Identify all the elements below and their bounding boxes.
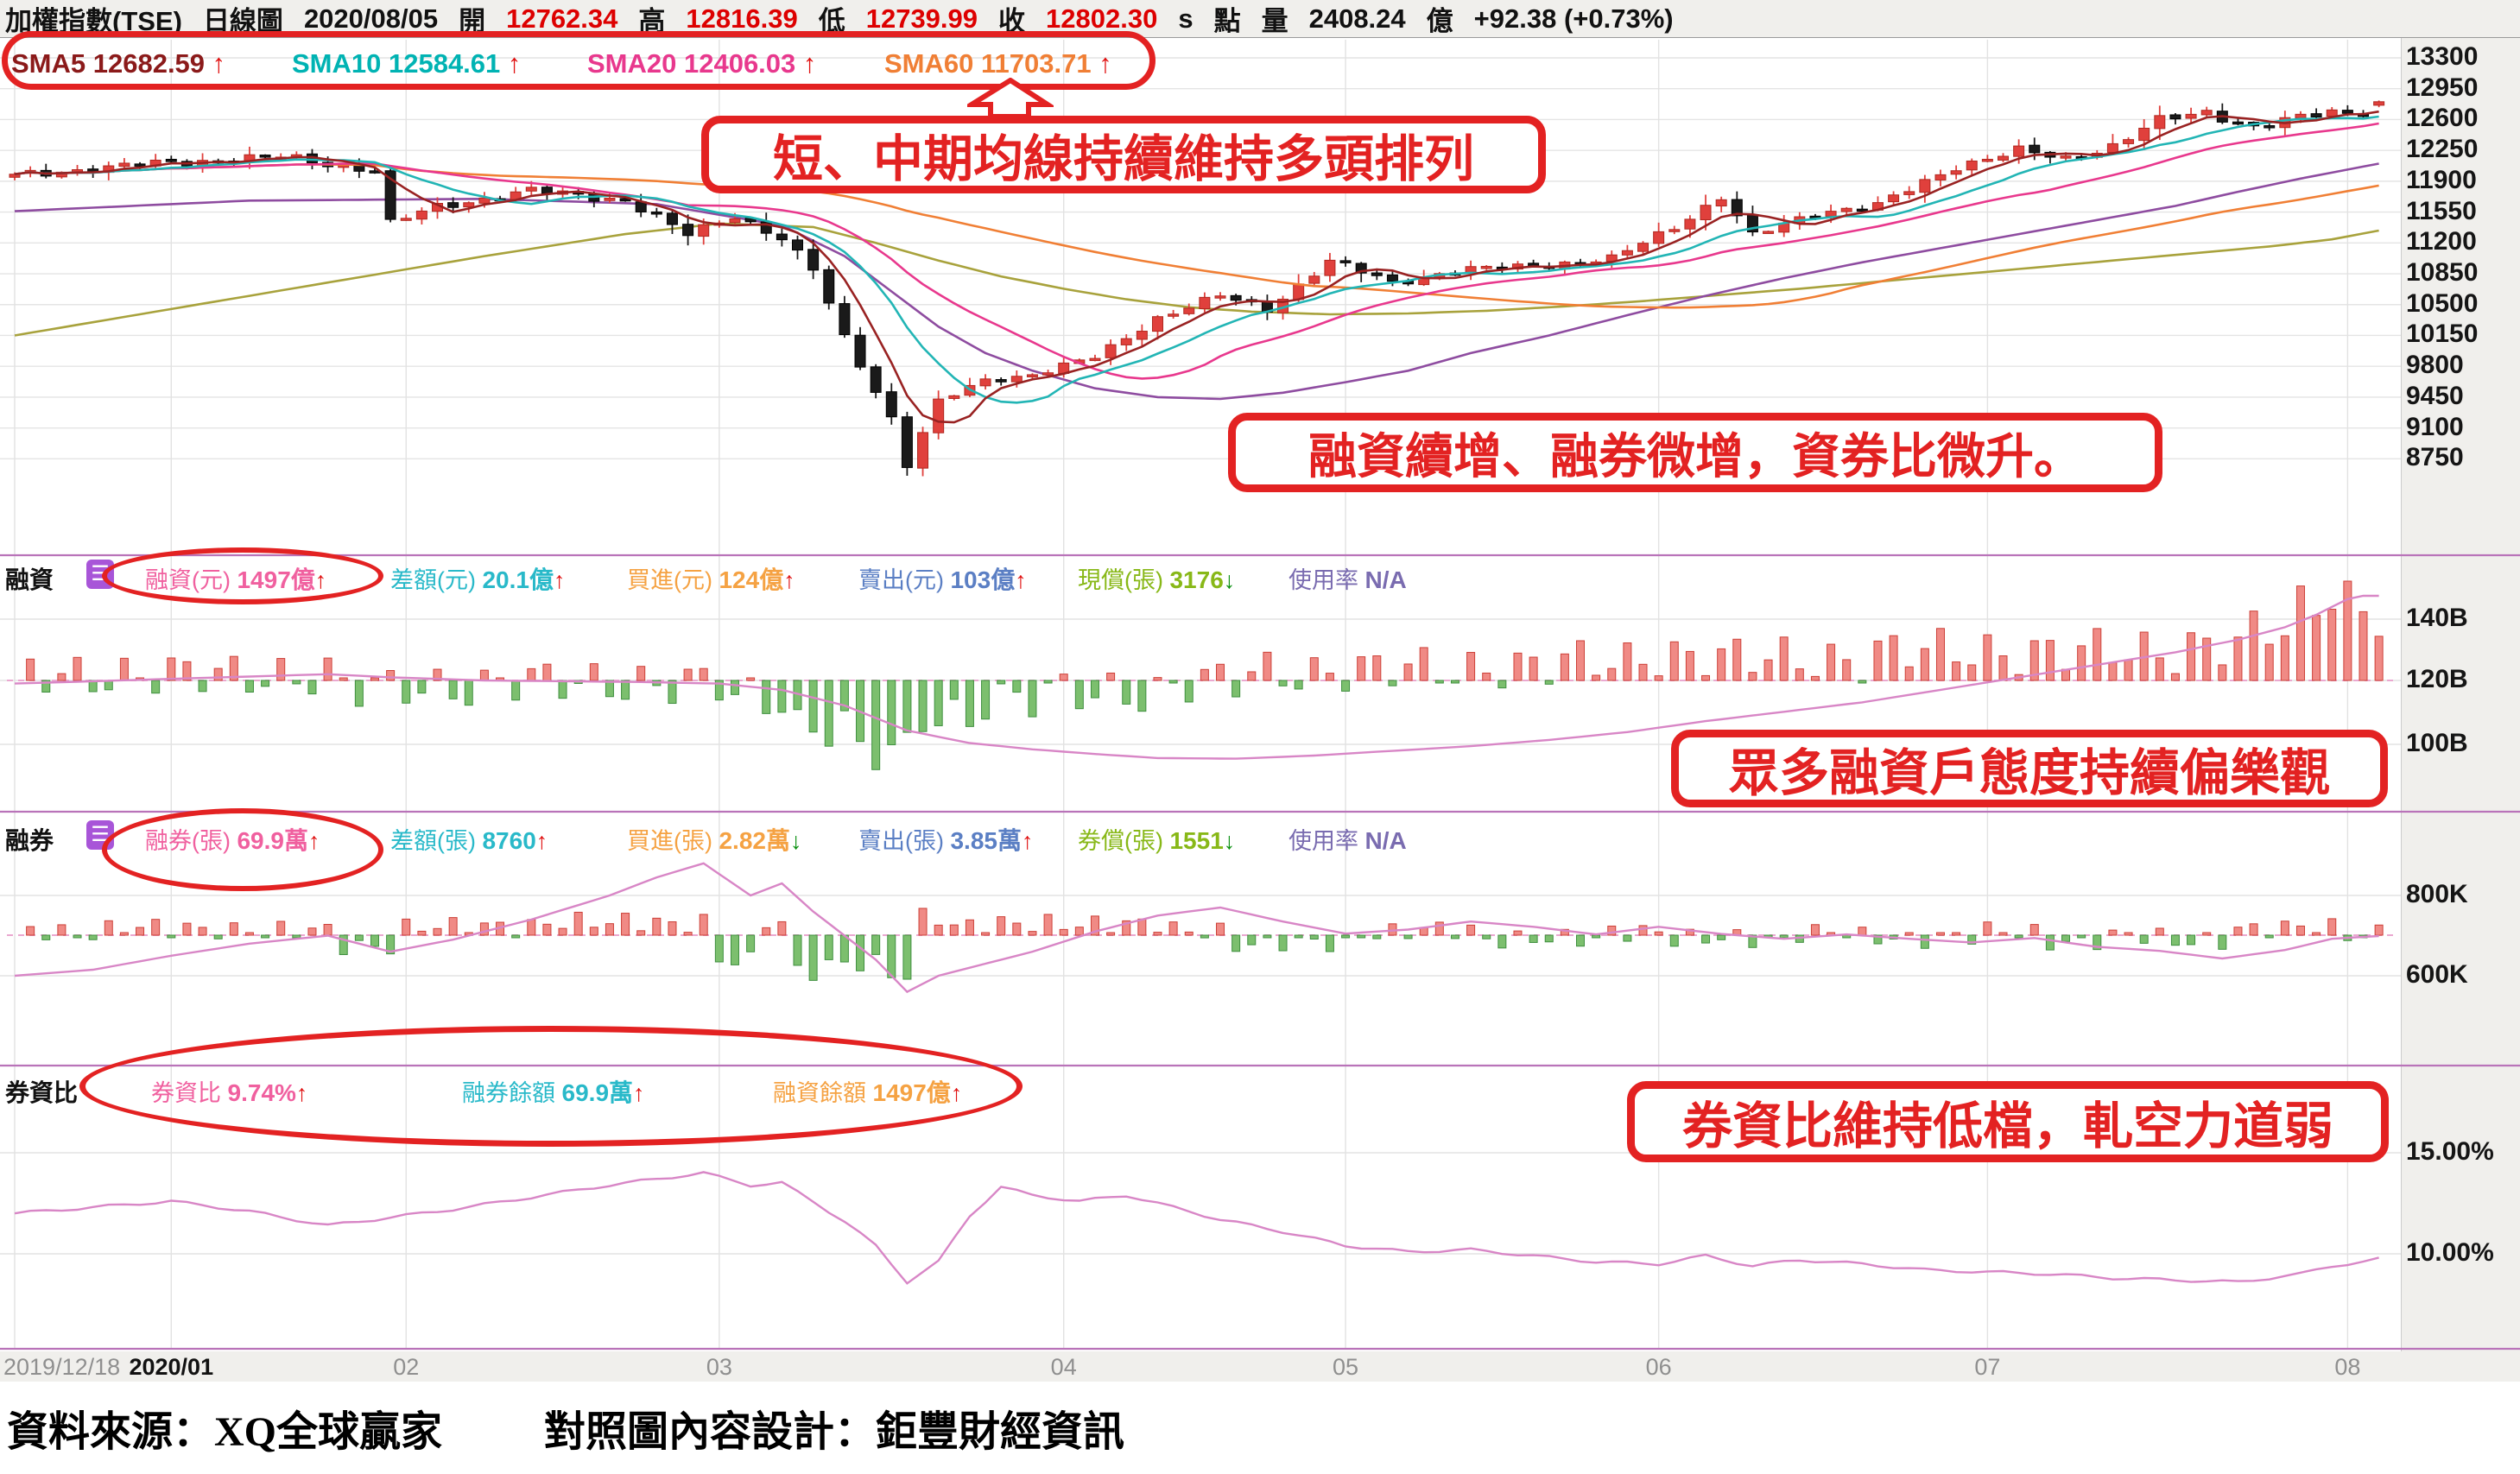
time-axis-label: 2019/12/18 xyxy=(3,1354,121,1380)
time-axis-label: 02 xyxy=(393,1354,420,1380)
point-label: 點 xyxy=(1213,6,1241,36)
margin-legend-item: 買進(元) 124億↑ xyxy=(627,566,795,593)
margin-legend-item: 差額(元) 20.1億↑ xyxy=(390,566,566,593)
price-axis-label: 10850 xyxy=(2406,258,2479,288)
price-axis-label: 9450 xyxy=(2406,381,2464,410)
change-value: +92.38 (+0.73%) xyxy=(1473,3,1674,34)
ratio-legend-item: 融資餘額 1497億↑ xyxy=(773,1079,963,1106)
price-axis-label: 11200 xyxy=(2406,227,2477,256)
price-axis-label: 10150 xyxy=(2406,319,2479,349)
footer-area xyxy=(0,1382,2520,1474)
volume-unit: 億 xyxy=(1426,6,1453,36)
price-axis-strip xyxy=(2401,38,2520,1351)
price-axis-label: 12250 xyxy=(2406,135,2479,164)
annotation-margin-trend: 融資續增、融券微增，資券比微升。 xyxy=(1228,413,2162,492)
margin-axis-label: 100B xyxy=(2406,729,2468,757)
margin-axis-label: 140B xyxy=(2406,604,2468,632)
time-axis-strip xyxy=(0,1351,2520,1382)
open-value: 12762.34 xyxy=(506,3,618,34)
ratio-axis-label: 10.00% xyxy=(2406,1238,2494,1267)
high-value: 12816.39 xyxy=(686,3,798,34)
annotation-ma-bullish: 短、中期均線持續維持多頭排列 xyxy=(701,116,1546,193)
ratio-legend-item: 融券餘額 69.9萬↑ xyxy=(462,1079,645,1106)
up-block-arrow xyxy=(967,78,1054,119)
close-value: 12802.30 xyxy=(1046,3,1158,34)
margin-legend-item: 現償(張) 3176↓ xyxy=(1078,566,1236,593)
price-axis-label: 9800 xyxy=(2406,351,2464,380)
margin-panel-title: 融資 xyxy=(5,566,54,593)
time-axis-label: 04 xyxy=(1050,1354,1077,1380)
price-axis-label: 12600 xyxy=(2406,104,2479,133)
price-axis-label: 8750 xyxy=(2406,443,2464,472)
time-axis-label: 07 xyxy=(1974,1354,2001,1380)
time-axis-label: 08 xyxy=(2334,1354,2361,1380)
price-axis-label: 9100 xyxy=(2406,412,2464,441)
sma-legend-item: SMA5 12682.59 ↑ xyxy=(11,48,226,79)
low-value: 12739.99 xyxy=(865,3,978,34)
margin-axis-label: 120B xyxy=(2406,665,2468,693)
time-axis-label: 03 xyxy=(706,1354,732,1380)
quote-date: 2020/08/05 xyxy=(303,3,439,34)
ratio-panel-title: 券資比 xyxy=(5,1079,79,1106)
short-legend-item: 使用率 N/A xyxy=(1288,827,1407,854)
margin-legend-item: 使用率 N/A xyxy=(1288,566,1407,593)
volume-label: 量 xyxy=(1261,6,1288,36)
margin-legend-row: 融資(元) 1497億↑ 差額(元) 20.1億↑ 買進(元) 124億↑ 賣出(元)… xyxy=(0,561,2401,593)
time-axis-label: 06 xyxy=(1645,1354,1672,1380)
sma-legend-item: SMA20 12406.03 ↑ xyxy=(587,48,817,79)
short-axis-label: 800K xyxy=(2406,880,2468,908)
settle-flag: s xyxy=(1178,3,1194,34)
price-axis-label: 11550 xyxy=(2406,196,2477,225)
volume-value: 2408.24 xyxy=(1308,3,1406,34)
price-axis-label: 10500 xyxy=(2406,288,2479,318)
time-axis-label: 05 xyxy=(1333,1354,1359,1380)
sma-legend-row: SMA5 12682.59 ↑ SMA10 12584.61 ↑ SMA20 124… xyxy=(7,48,1216,81)
design-credit-text: 對照圖內容設計：鉅豐財經資訊 xyxy=(544,1409,1125,1455)
short-axis-label: 600K xyxy=(2406,960,2468,989)
margin-legend-item: 賣出(元) 103億↑ xyxy=(858,566,1027,593)
ratio-legend-item: 券資比 9.74%↑ xyxy=(151,1079,308,1106)
short-legend-item: 差額(張) 8760↑ xyxy=(390,827,548,854)
short-legend-row: 融券(張) 69.9萬↑ 差額(張) 8760↑ 買進(張) 2.82萬↓ 賣出(張)… xyxy=(0,822,2401,854)
annotation-ratio-low: 券資比維持低檔，軋空力道弱 xyxy=(1627,1081,2389,1162)
short-legend-item: 賣出(張) 3.85萬↑ xyxy=(858,827,1034,854)
short-panel-title: 融券 xyxy=(5,827,54,854)
short-legend-item: 券償(張) 1551↓ xyxy=(1078,827,1236,854)
sma-legend-item: SMA10 12584.61 ↑ xyxy=(292,48,522,79)
sma-legend-item: SMA60 11703.71 ↑ xyxy=(884,48,1112,79)
price-axis-label: 12950 xyxy=(2406,73,2479,102)
annotation-margin-optimism: 眾多融資戶態度持續偏樂觀 xyxy=(1671,730,2388,807)
data-source-text: 資料來源：XQ全球贏家 xyxy=(7,1409,443,1455)
ratio-axis-label: 15.00% xyxy=(2406,1137,2494,1166)
margin-legend-item: 融資(元) 1497億↑ xyxy=(145,566,327,593)
short-legend-item: 融券(張) 69.9萬↑ xyxy=(145,827,320,854)
price-axis-label: 11900 xyxy=(2406,165,2477,194)
time-axis-label: 2020/01 xyxy=(129,1354,214,1380)
short-legend-item: 買進(張) 2.82萬↓ xyxy=(627,827,802,854)
ratio-legend-row: 券資比 9.74%↑ 融券餘額 69.9萬↑ 融資餘額 1497億↑ xyxy=(0,1074,2401,1106)
footer-credits: 資料來源：XQ全球贏家 對照圖內容設計：鉅豐財經資訊 xyxy=(7,1397,2511,1458)
price-axis-label: 13300 xyxy=(2406,42,2479,71)
